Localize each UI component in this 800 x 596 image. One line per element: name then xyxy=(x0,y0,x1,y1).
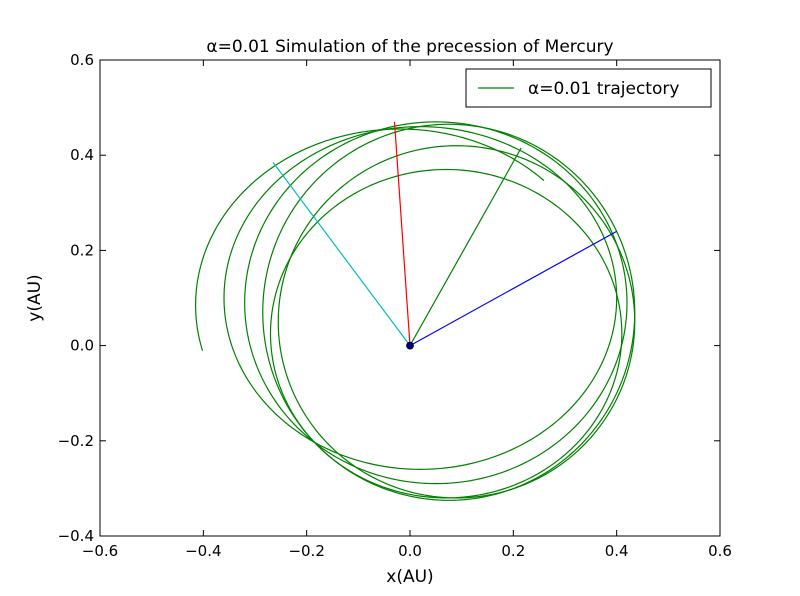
trajectory-orbit-1 xyxy=(269,168,623,499)
chart-title: α=0.01 Simulation of the precession of M… xyxy=(206,37,613,57)
trajectory-orbit-2 xyxy=(277,145,636,499)
y-axis-title: y(AU) xyxy=(25,274,45,321)
perihelion-line-2 xyxy=(409,147,522,346)
axis-ticks: −0.6 −0.4 −0.2 0.0 0.2 0.4 0.6−0.4−0.20.00.20.… xyxy=(58,51,732,560)
trajectory-orbit-5 xyxy=(223,126,618,470)
x-tick-label: −0.6 xyxy=(82,542,118,560)
perihelion-line-1 xyxy=(409,230,617,347)
y-tick-label: 0.4 xyxy=(70,146,94,164)
x-tick-label: 0.4 xyxy=(605,542,629,560)
perihelion-line-4 xyxy=(272,161,411,346)
trajectory-orbit-6 xyxy=(194,128,545,351)
y-tick-label: 0.6 xyxy=(70,51,94,69)
perihelion-line-3 xyxy=(393,121,411,346)
legend: α=0.01 trajectory xyxy=(465,68,712,108)
y-tick-label: 0.0 xyxy=(70,337,94,355)
x-tick-label: 0.0 xyxy=(398,542,422,560)
x-tick-label: 0.6 xyxy=(708,542,732,560)
x-axis-title: x(AU) xyxy=(386,567,433,587)
trajectory-orbit-4 xyxy=(244,121,628,485)
y-tick-label: 0.2 xyxy=(70,241,94,259)
y-tick-label: −0.2 xyxy=(58,432,94,450)
y-tick-label: −0.4 xyxy=(58,527,94,545)
plot-area xyxy=(194,121,636,501)
sun-marker xyxy=(406,341,414,350)
legend-entry-label: α=0.01 trajectory xyxy=(528,79,679,99)
x-tick-label: −0.2 xyxy=(288,542,324,560)
trajectory-orbit-3 xyxy=(262,123,636,501)
x-tick-label: −0.4 xyxy=(185,542,221,560)
x-tick-label: 0.2 xyxy=(501,542,525,560)
